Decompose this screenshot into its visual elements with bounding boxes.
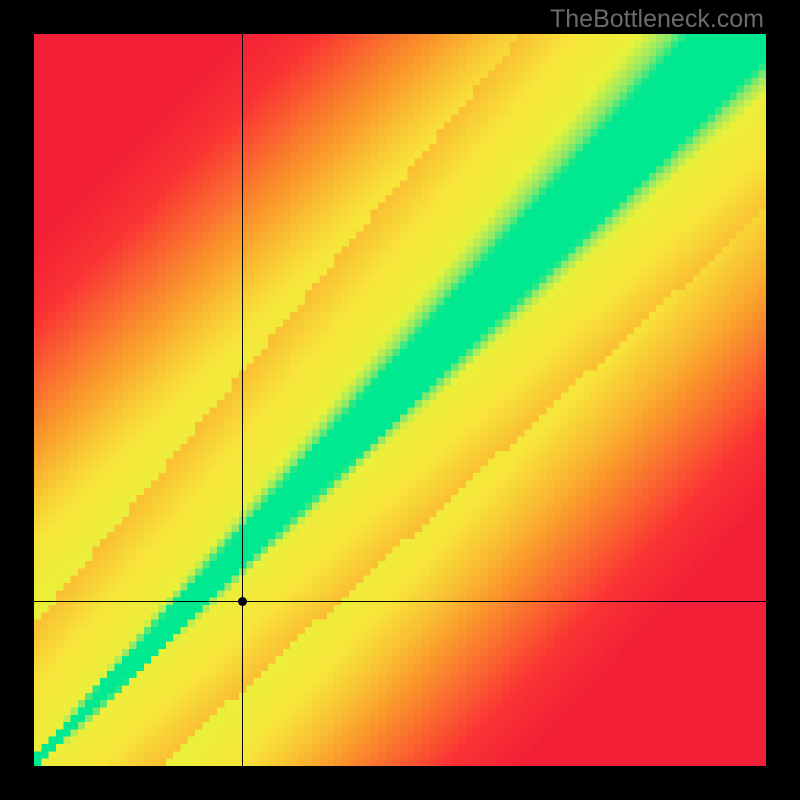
watermark-label: TheBottleneck.com: [550, 5, 764, 34]
selection-marker-dot: [238, 597, 247, 606]
bottleneck-heatmap: [34, 34, 766, 766]
crosshair-vertical-line: [242, 34, 243, 766]
crosshair-horizontal-line: [34, 601, 766, 602]
